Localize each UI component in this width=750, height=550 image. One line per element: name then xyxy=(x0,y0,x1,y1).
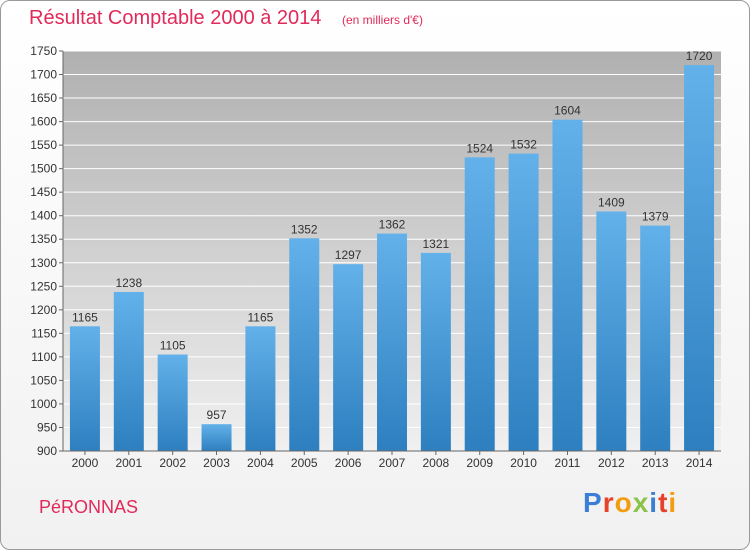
y-tick-label: 1600 xyxy=(30,115,57,129)
bar-2000 xyxy=(69,326,100,451)
x-tick-label-2003: 2003 xyxy=(203,456,230,470)
y-tick-label: 1450 xyxy=(30,185,57,199)
data-label-2007: 1362 xyxy=(379,218,406,232)
bar-2002 xyxy=(157,354,188,451)
bar-2007 xyxy=(377,233,407,451)
data-label-2004: 1165 xyxy=(247,310,273,324)
data-label-2014: 1720 xyxy=(686,49,713,63)
data-label-2008: 1321 xyxy=(423,237,450,251)
brand-logo: Proxiti xyxy=(583,487,677,519)
brand-letter: o xyxy=(614,487,633,518)
y-tick-label: 1100 xyxy=(31,350,57,364)
y-tick-label: 900 xyxy=(37,444,57,458)
brand-letter: i xyxy=(668,487,678,518)
bar-2004 xyxy=(245,326,276,451)
x-tick-label-2008: 2008 xyxy=(423,456,450,470)
bar-2001 xyxy=(113,291,144,451)
bar-2008 xyxy=(420,252,451,451)
data-label-2003: 957 xyxy=(207,408,227,422)
brand-letter: P xyxy=(583,487,603,518)
bar-2014 xyxy=(684,65,715,451)
brand-letter: x xyxy=(632,487,650,518)
y-tick-label: 1300 xyxy=(30,256,57,270)
data-label-2013: 1379 xyxy=(642,210,669,224)
y-tick-label: 1350 xyxy=(30,232,57,246)
data-label-2002: 1105 xyxy=(160,339,186,353)
y-tick-label: 1400 xyxy=(30,209,57,223)
x-tick-label-2007: 2007 xyxy=(379,456,406,470)
y-tick-label: 1000 xyxy=(30,397,57,411)
data-label-2010: 1532 xyxy=(510,138,537,152)
data-label-2012: 1409 xyxy=(598,195,625,209)
brand-letter: t xyxy=(658,487,669,518)
y-tick-label: 1650 xyxy=(30,91,57,105)
bar-2009 xyxy=(464,157,495,451)
y-tick-label: 1250 xyxy=(30,279,57,293)
x-tick-label-2001: 2001 xyxy=(115,456,142,470)
x-tick-label-2014: 2014 xyxy=(686,456,713,470)
chart-subtitle: (en milliers d'€) xyxy=(342,13,423,27)
x-tick-label-2009: 2009 xyxy=(466,456,493,470)
y-tick-label: 1700 xyxy=(30,68,57,82)
data-label-2011: 1604 xyxy=(554,104,581,118)
chart-title: Résultat Comptable 2000 à 2014 xyxy=(29,7,322,29)
y-tick-label: 950 xyxy=(37,420,57,434)
data-label-2009: 1524 xyxy=(466,141,493,155)
data-label-2006: 1297 xyxy=(335,248,362,262)
bar-2013 xyxy=(640,225,671,451)
town-name: PéRONNAS xyxy=(39,497,139,517)
bar-2012 xyxy=(596,211,627,451)
y-tick-label: 1200 xyxy=(30,303,57,317)
x-axis-ticks: 2000 2001 2002 2003 2004 2005 2006 2007 2008 2009… xyxy=(72,451,713,470)
x-tick-label-2012: 2012 xyxy=(598,456,625,470)
data-label-2000: 1165 xyxy=(72,310,98,324)
x-tick-label-2010: 2010 xyxy=(510,456,537,470)
bar-2006 xyxy=(333,264,364,451)
x-tick-label-2005: 2005 xyxy=(291,456,318,470)
brand-letter: r xyxy=(602,487,615,518)
data-label-2005: 1352 xyxy=(291,222,318,236)
x-tick-label-2011: 2011 xyxy=(555,456,581,470)
y-tick-label: 1550 xyxy=(30,138,57,152)
y-tick-label: 1500 xyxy=(30,162,57,176)
y-tick-label: 1750 xyxy=(30,44,57,58)
y-axis-ticks: 900 950 1000 1050 1100 1150 1200 1250 1300 1350 14… xyxy=(30,44,63,458)
x-tick-label-2000: 2000 xyxy=(72,456,99,470)
brand-letter: i xyxy=(649,487,659,518)
x-tick-label-2013: 2013 xyxy=(642,456,669,470)
bar-2011 xyxy=(552,119,583,452)
x-tick-label-2004: 2004 xyxy=(247,456,274,470)
data-labels: 1165 1238 1105 957 1165 1352 1297 1362 1321 1524 1… xyxy=(72,49,713,422)
bar-2005 xyxy=(289,238,320,451)
bar-2003 xyxy=(201,424,232,451)
bars xyxy=(69,65,715,452)
x-tick-label-2002: 2002 xyxy=(159,456,186,470)
y-tick-label: 1050 xyxy=(30,373,57,387)
y-tick-label: 1150 xyxy=(31,326,57,340)
data-label-2001: 1238 xyxy=(115,276,142,290)
bar-2010 xyxy=(508,153,539,451)
x-tick-label-2006: 2006 xyxy=(335,456,362,470)
